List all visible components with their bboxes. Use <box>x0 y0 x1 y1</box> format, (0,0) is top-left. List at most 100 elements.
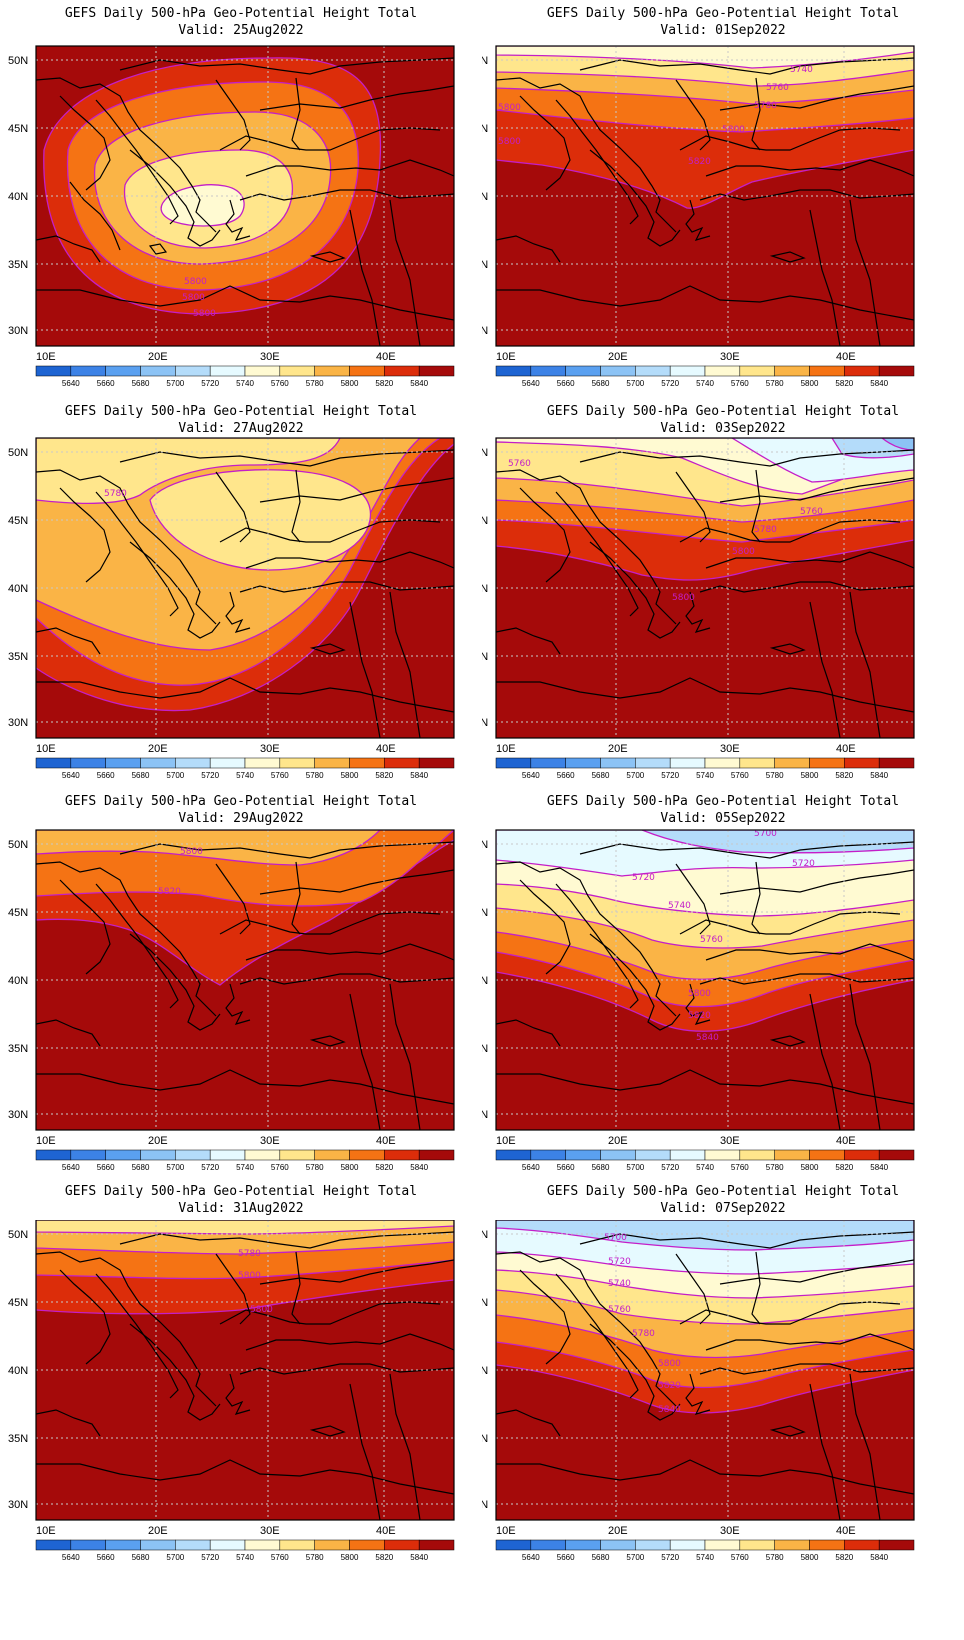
lat-label: 30N <box>8 325 28 337</box>
contour-label: 5780 <box>754 525 777 535</box>
colorbar-swatch <box>878 757 915 769</box>
lon-label: 10E <box>496 743 516 755</box>
colorbar-label: 5760 <box>731 771 749 780</box>
colorbar-swatch <box>70 1149 106 1161</box>
lon-label: 10E <box>36 743 56 755</box>
lat-label: 40N <box>482 1365 488 1377</box>
lon-label: 10E <box>496 351 516 363</box>
lat-label: 45N <box>8 515 28 527</box>
colorbar-label: 5680 <box>132 771 150 780</box>
contour-label: 5800 <box>250 1305 273 1315</box>
colorbar-swatch <box>105 1149 141 1161</box>
lat-label: 45N <box>482 1297 488 1309</box>
lat-label: 40N <box>8 975 28 987</box>
contour-label: 5760 <box>800 507 823 517</box>
colorbar-swatch <box>600 1149 636 1161</box>
colorbar-label: 5740 <box>236 771 254 780</box>
map-frame <box>35 437 455 739</box>
colorbar-swatch <box>669 757 706 769</box>
contour-label: 5760 <box>508 459 531 469</box>
colorbar-swatch <box>530 757 566 769</box>
colorbar-swatch <box>495 365 532 377</box>
colorbar-swatch <box>279 1149 315 1161</box>
colorbar-label: 5740 <box>696 1163 714 1172</box>
colorbar-swatch <box>495 1539 532 1551</box>
colorbar: 5640 5660 5680 5700 5720 5740 5760 5780 5800 5820… <box>35 757 455 780</box>
colorbar-swatch <box>209 757 246 769</box>
colorbar-label: 5740 <box>696 771 714 780</box>
map-panel-25aug2022: GEFS Daily 500-hPa Geo-Potential Height … <box>0 0 482 410</box>
colorbar-swatch <box>739 365 775 377</box>
colorbar-swatch <box>704 365 741 377</box>
colorbar-label: 5780 <box>766 1553 784 1562</box>
colorbar-label: 5660 <box>97 1553 115 1562</box>
lat-label: 45N <box>482 515 488 527</box>
colorbar-label: 5740 <box>696 379 714 388</box>
colorbar-swatch <box>739 1539 775 1551</box>
map-panel-31aug2022: GEFS Daily 500-hPa Geo-Potential Height … <box>0 1184 482 1640</box>
contour-label: 5800 <box>184 277 207 287</box>
contour-label: 5700 <box>604 1233 627 1243</box>
map-frame <box>495 829 915 1131</box>
colorbar-label: 5840 <box>410 1553 428 1562</box>
colorbar-label: 5800 <box>801 1163 819 1172</box>
valid-date: 01Sep2022 <box>715 23 786 38</box>
map-frame <box>35 45 455 347</box>
map-panel-07sep2022: GEFS Daily 500-hPa Geo-Potential Height … <box>482 1184 964 1640</box>
map-panel-29aug2022: GEFS Daily 500-hPa Geo-Potential Height … <box>0 794 482 1230</box>
colorbar-label: 5760 <box>731 379 749 388</box>
valid-date: 29Aug2022 <box>233 811 304 826</box>
colorbar-label: 5780 <box>306 379 324 388</box>
lat-label: 40N <box>8 583 28 595</box>
colorbar-label: 5840 <box>870 1163 888 1172</box>
colorbar-label: 5800 <box>341 771 359 780</box>
colorbar-swatch <box>35 365 72 377</box>
lon-label: 10E <box>496 1135 516 1147</box>
colorbar-swatch <box>635 757 671 769</box>
colorbar-swatch <box>600 365 636 377</box>
colorbar-swatch <box>418 365 455 377</box>
colorbar-swatch <box>384 1149 420 1161</box>
colorbar-swatch <box>669 1149 706 1161</box>
contour-label: 5800 <box>658 1359 681 1369</box>
colorbar-swatch <box>314 1539 350 1551</box>
colorbar: 5640 5660 5680 5700 5720 5740 5760 5780 5800 5820… <box>495 1149 915 1172</box>
coastlines <box>496 841 914 1130</box>
panel-title: GEFS Daily 500-hPa Geo-Potential Height … <box>546 6 900 21</box>
contour-label: 5700 <box>754 829 777 839</box>
contour-label: 5740 <box>668 901 691 911</box>
colorbar-label: 5820 <box>375 1163 393 1172</box>
valid-date: 03Sep2022 <box>715 421 786 436</box>
coastlines <box>496 1231 914 1520</box>
colorbar-swatch <box>384 1539 420 1551</box>
colorbar-label: 5640 <box>522 379 540 388</box>
colorbar-swatch <box>140 365 176 377</box>
colorbar-swatch <box>314 757 350 769</box>
field-5700 <box>641 830 914 854</box>
colorbar-swatch <box>495 757 532 769</box>
colorbar-swatch <box>809 757 845 769</box>
contour-label: 5820 <box>658 1381 681 1391</box>
graticule <box>36 438 454 738</box>
colorbar-label: 5700 <box>166 771 184 780</box>
lat-label: 45N <box>8 1297 28 1309</box>
colorbar-swatch <box>704 1149 741 1161</box>
colorbar-label: 5820 <box>835 1163 853 1172</box>
map-frame <box>35 829 455 1131</box>
contour-label: 5720 <box>608 1257 631 1267</box>
valid-prefix: Valid: <box>660 23 708 38</box>
contour-label: 5840 <box>658 1405 681 1415</box>
colorbar-swatch <box>600 1539 636 1551</box>
colorbar-swatch <box>70 1539 106 1551</box>
lat-label: 45N <box>8 123 28 135</box>
colorbar-swatch <box>35 757 72 769</box>
map-frame <box>495 45 915 347</box>
coastlines <box>36 449 454 738</box>
colorbar-label: 5680 <box>592 771 610 780</box>
colorbar-swatch <box>349 365 385 377</box>
colorbar-label: 5700 <box>626 1163 644 1172</box>
field-5760-north <box>36 438 341 504</box>
contour-label: 5800 <box>180 847 203 857</box>
colorbar-label: 5760 <box>271 1553 289 1562</box>
colorbar-label: 5660 <box>557 1163 575 1172</box>
